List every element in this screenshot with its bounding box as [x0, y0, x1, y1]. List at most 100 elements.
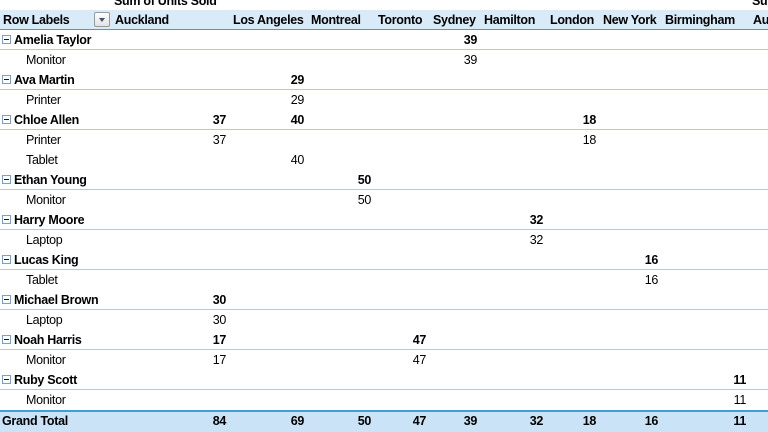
column-header-au[interactable]: Au [753, 13, 768, 27]
value-cell[interactable] [308, 210, 375, 229]
row-label-cell[interactable]: Monitor [0, 390, 112, 410]
collapse-button[interactable] [2, 335, 11, 344]
value-cell[interactable]: 50 [357, 193, 372, 207]
column-header-los-angeles[interactable]: Los Angeles [233, 13, 304, 27]
value-cell[interactable] [308, 30, 375, 49]
value-cell[interactable] [547, 70, 600, 89]
value-cell[interactable] [662, 230, 750, 250]
value-cell[interactable] [600, 370, 662, 389]
value-cell[interactable] [750, 370, 768, 389]
row-label-cell[interactable]: Printer [0, 130, 112, 150]
value-cell[interactable] [662, 170, 750, 189]
column-header-sydney[interactable]: Sydney [433, 13, 476, 27]
value-cell[interactable] [547, 290, 600, 309]
value-cell[interactable] [750, 390, 768, 410]
value-cell[interactable] [662, 50, 750, 70]
value-cell[interactable] [662, 150, 750, 170]
value-cell[interactable] [547, 90, 600, 110]
value-cell[interactable]: 32 [529, 213, 544, 227]
value-cell[interactable] [750, 270, 768, 290]
grand-total-value-cell[interactable]: 39 [463, 414, 478, 428]
value-cell[interactable] [308, 390, 375, 410]
value-cell[interactable]: 11 [733, 373, 746, 387]
value-cell[interactable] [112, 70, 230, 89]
row-label-cell[interactable]: Lucas King [0, 250, 112, 269]
value-cell[interactable] [547, 170, 600, 189]
grand-total-value-cell[interactable] [750, 412, 768, 432]
row-label-cell[interactable]: Monitor [0, 350, 112, 370]
row-label-cell[interactable]: Monitor [0, 50, 112, 70]
value-cell[interactable] [547, 250, 600, 269]
value-cell[interactable] [750, 90, 768, 110]
value-cell[interactable]: 29 [290, 73, 305, 87]
value-cell[interactable]: 16 [644, 273, 659, 287]
value-cell[interactable] [308, 330, 375, 349]
value-cell[interactable] [112, 210, 230, 229]
value-cell[interactable] [308, 350, 375, 370]
value-cell[interactable] [112, 250, 230, 269]
value-cell[interactable] [375, 170, 430, 189]
value-cell[interactable]: 39 [463, 53, 478, 67]
value-cell[interactable] [481, 330, 547, 349]
value-cell[interactable] [230, 50, 308, 70]
value-cell[interactable] [430, 110, 481, 129]
value-cell[interactable] [430, 290, 481, 309]
value-cell[interactable] [375, 190, 430, 210]
value-cell[interactable] [430, 210, 481, 229]
value-cell[interactable]: 32 [529, 233, 544, 247]
column-header-montreal[interactable]: Montreal [311, 13, 361, 27]
value-cell[interactable] [481, 90, 547, 110]
value-cell[interactable] [547, 230, 600, 250]
value-cell[interactable] [547, 350, 600, 370]
value-cell[interactable] [112, 230, 230, 250]
value-cell[interactable] [375, 70, 430, 89]
value-cell[interactable] [481, 110, 547, 129]
value-cell[interactable] [547, 30, 600, 49]
value-cell[interactable] [430, 190, 481, 210]
grand-total-value-cell[interactable]: 69 [290, 414, 305, 428]
value-cell[interactable] [662, 90, 750, 110]
value-cell[interactable] [547, 150, 600, 170]
value-cell[interactable] [430, 170, 481, 189]
value-cell[interactable] [112, 30, 230, 49]
value-cell[interactable]: 18 [582, 133, 597, 147]
value-cell[interactable]: 47 [412, 353, 427, 367]
value-cell[interactable] [600, 50, 662, 70]
value-cell[interactable] [230, 30, 308, 49]
value-cell[interactable] [375, 290, 430, 309]
row-label-cell[interactable]: Monitor [0, 190, 112, 210]
row-label-cell[interactable]: Ethan Young [0, 170, 112, 189]
value-cell[interactable] [662, 250, 750, 269]
collapse-button[interactable] [2, 75, 11, 84]
value-cell[interactable] [547, 370, 600, 389]
collapse-button[interactable] [2, 215, 11, 224]
value-cell[interactable]: 29 [290, 93, 305, 107]
value-cell[interactable] [308, 370, 375, 389]
value-cell[interactable] [662, 290, 750, 309]
grand-total-label[interactable]: Grand Total [2, 414, 68, 428]
value-cell[interactable] [430, 150, 481, 170]
value-cell[interactable] [547, 50, 600, 70]
value-cell[interactable] [112, 50, 230, 70]
value-cell[interactable] [308, 230, 375, 250]
value-cell[interactable] [662, 310, 750, 330]
value-cell[interactable] [662, 70, 750, 89]
value-cell[interactable] [662, 210, 750, 229]
value-cell[interactable] [308, 250, 375, 269]
value-cell[interactable] [600, 190, 662, 210]
value-cell[interactable]: 17 [212, 333, 227, 347]
value-cell[interactable] [112, 150, 230, 170]
value-cell[interactable] [230, 350, 308, 370]
value-cell[interactable] [600, 90, 662, 110]
value-cell[interactable] [481, 350, 547, 370]
row-label-cell[interactable]: Amelia Taylor [0, 30, 112, 49]
collapse-button[interactable] [2, 115, 11, 124]
value-cell[interactable] [547, 390, 600, 410]
value-cell[interactable] [308, 130, 375, 150]
value-cell[interactable]: 37 [212, 133, 227, 147]
value-cell[interactable] [481, 290, 547, 309]
value-cell[interactable] [375, 230, 430, 250]
value-cell[interactable] [547, 190, 600, 210]
value-cell[interactable] [662, 330, 750, 349]
collapse-button[interactable] [2, 295, 11, 304]
